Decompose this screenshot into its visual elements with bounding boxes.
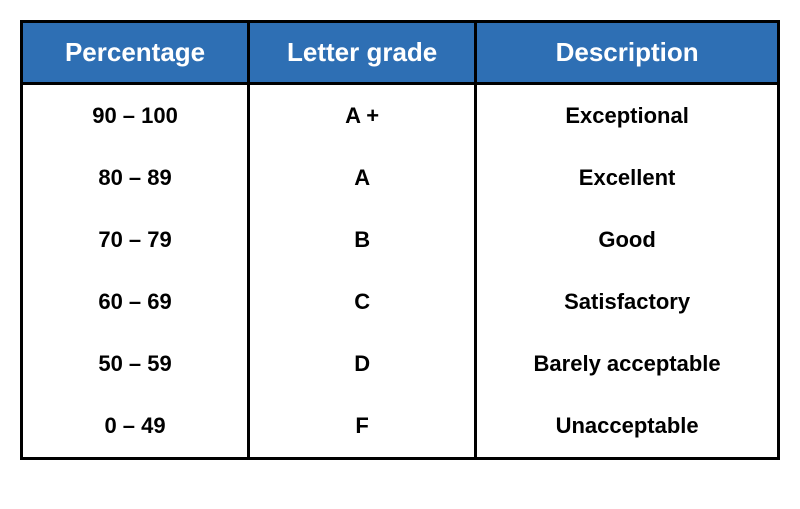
cell-description: Satisfactory xyxy=(476,271,779,333)
cell-description: Good xyxy=(476,209,779,271)
table-row: 60 – 69 C Satisfactory xyxy=(22,271,779,333)
cell-letter: A + xyxy=(249,84,476,148)
table-row: 90 – 100 A + Exceptional xyxy=(22,84,779,148)
cell-description: Unacceptable xyxy=(476,395,779,459)
grade-table-container: Percentage Letter grade Description 90 –… xyxy=(20,20,780,460)
cell-percentage: 80 – 89 xyxy=(22,147,249,209)
cell-percentage: 50 – 59 xyxy=(22,333,249,395)
cell-description: Excellent xyxy=(476,147,779,209)
table-row: 50 – 59 D Barely acceptable xyxy=(22,333,779,395)
cell-percentage: 70 – 79 xyxy=(22,209,249,271)
cell-description: Exceptional xyxy=(476,84,779,148)
table-row: 0 – 49 F Unacceptable xyxy=(22,395,779,459)
cell-letter: A xyxy=(249,147,476,209)
cell-percentage: 0 – 49 xyxy=(22,395,249,459)
table-row: 70 – 79 B Good xyxy=(22,209,779,271)
cell-letter: B xyxy=(249,209,476,271)
header-percentage: Percentage xyxy=(22,22,249,84)
cell-description: Barely acceptable xyxy=(476,333,779,395)
table-row: 80 – 89 A Excellent xyxy=(22,147,779,209)
header-description: Description xyxy=(476,22,779,84)
cell-letter: D xyxy=(249,333,476,395)
table-header-row: Percentage Letter grade Description xyxy=(22,22,779,84)
cell-letter: F xyxy=(249,395,476,459)
cell-percentage: 90 – 100 xyxy=(22,84,249,148)
grade-table: Percentage Letter grade Description 90 –… xyxy=(20,20,780,460)
header-letter-grade: Letter grade xyxy=(249,22,476,84)
cell-percentage: 60 – 69 xyxy=(22,271,249,333)
cell-letter: C xyxy=(249,271,476,333)
